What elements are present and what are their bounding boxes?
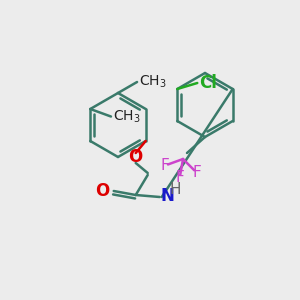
Text: Cl: Cl [199,74,217,92]
Text: O: O [129,148,143,166]
Text: CH$_3$: CH$_3$ [139,74,167,90]
Text: N: N [161,187,175,205]
Text: F: F [192,165,201,180]
Text: F: F [175,170,184,185]
Text: O: O [95,182,110,200]
Text: F: F [161,158,170,173]
Text: CH$_3$: CH$_3$ [113,108,141,125]
Text: H: H [170,182,181,197]
